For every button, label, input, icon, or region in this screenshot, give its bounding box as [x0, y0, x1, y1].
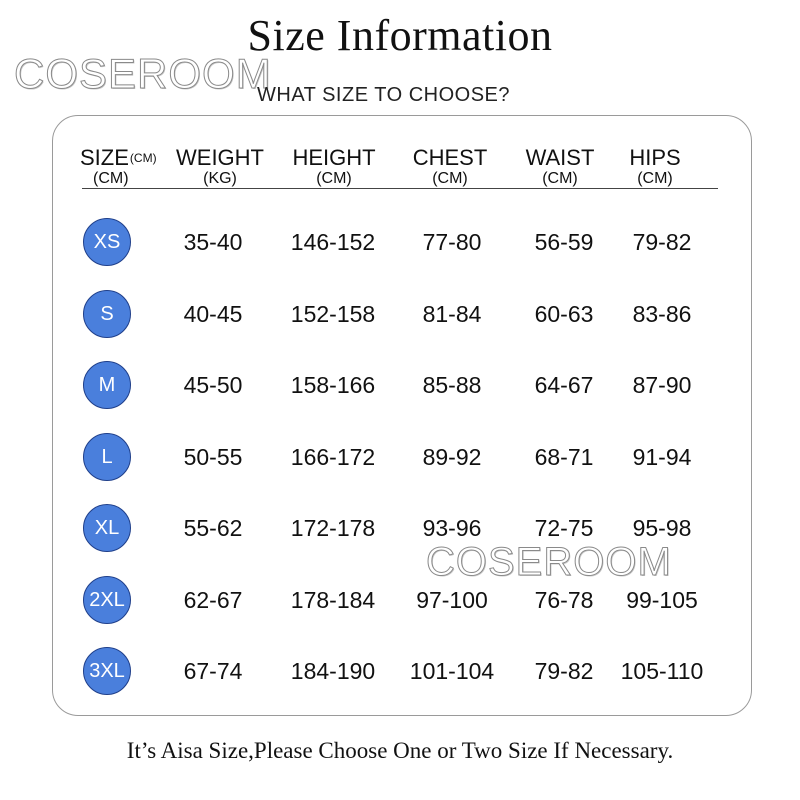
- header-weight: WEIGHT (KG): [170, 146, 270, 188]
- cell-weight: 55-62: [183, 515, 243, 541]
- cell-height: 152-158: [290, 301, 376, 327]
- cell-weight: 62-67: [183, 587, 243, 613]
- cell-height: 184-190: [290, 658, 376, 684]
- cell-chest: 93-96: [422, 515, 482, 541]
- cell-waist: 60-63: [534, 301, 594, 327]
- cell-hips: 91-94: [632, 444, 692, 470]
- cell-weight: 50-55: [183, 444, 243, 470]
- cell-chest: 97-100: [416, 587, 488, 613]
- cell-height: 146-152: [290, 229, 376, 255]
- cell-height: 158-166: [290, 372, 376, 398]
- cell-height: 172-178: [290, 515, 376, 541]
- header-hips: HIPS (CM): [605, 146, 705, 188]
- header-waist-unit: (CM): [542, 170, 578, 187]
- header-size-unit: (CM): [93, 170, 129, 187]
- cell-hips: 83-86: [632, 301, 692, 327]
- cell-chest: 81-84: [422, 301, 482, 327]
- cell-chest: 89-92: [422, 444, 482, 470]
- size-badge-s: S: [83, 290, 131, 338]
- size-badge-xl: XL: [83, 504, 131, 552]
- header-height-label: HEIGHT: [292, 145, 376, 170]
- cell-waist: 64-67: [534, 372, 594, 398]
- footer-note: It’s Aisa Size,Please Choose One or Two …: [126, 738, 674, 763]
- cell-height: 166-172: [290, 444, 376, 470]
- header-waist: WAIST (CM): [510, 146, 610, 188]
- subtitle: WHAT SIZE TO CHOOSE?: [257, 84, 511, 106]
- header-size: SIZE(CM) (CM): [80, 146, 166, 188]
- cell-waist: 68-71: [534, 444, 594, 470]
- header-waist-label: WAIST: [525, 145, 595, 170]
- header-chest: CHEST (CM): [400, 146, 500, 188]
- header-hips-unit: (CM): [637, 170, 673, 187]
- size-badge-l: L: [83, 433, 131, 481]
- header-size-sup: (CM): [129, 151, 157, 165]
- cell-weight: 35-40: [183, 229, 243, 255]
- cell-hips: 99-105: [626, 587, 698, 613]
- cell-hips: 79-82: [632, 229, 692, 255]
- cell-weight: 40-45: [183, 301, 243, 327]
- cell-chest: 101-104: [409, 658, 495, 684]
- header-height-unit: (CM): [316, 170, 352, 187]
- cell-weight: 67-74: [183, 658, 243, 684]
- cell-waist: 56-59: [534, 229, 594, 255]
- cell-chest: 85-88: [422, 372, 482, 398]
- cell-waist: 76-78: [534, 587, 594, 613]
- size-chart-panel: [52, 115, 752, 716]
- cell-waist: 72-75: [534, 515, 594, 541]
- header-chest-label: CHEST: [412, 145, 488, 170]
- cell-hips: 87-90: [632, 372, 692, 398]
- cell-waist: 79-82: [534, 658, 594, 684]
- watermark-top: COSEROOM: [14, 50, 272, 98]
- cell-hips: 95-98: [632, 515, 692, 541]
- header-divider: [82, 188, 718, 189]
- header-height: HEIGHT (CM): [284, 146, 384, 188]
- size-badge-xs: XS: [83, 218, 131, 266]
- size-badge-2xl: 2XL: [83, 576, 131, 624]
- header-hips-label: HIPS: [629, 145, 681, 170]
- cell-weight: 45-50: [183, 372, 243, 398]
- header-chest-unit: (CM): [432, 170, 468, 187]
- page-title: Size Information: [247, 11, 553, 60]
- header-weight-label: WEIGHT: [176, 145, 264, 170]
- size-badge-m: M: [83, 361, 131, 409]
- cell-hips: 105-110: [620, 658, 704, 684]
- watermark-middle: COSEROOM: [426, 540, 672, 585]
- cell-height: 178-184: [290, 587, 376, 613]
- size-badge-3xl: 3XL: [83, 647, 131, 695]
- header-size-label: SIZE: [80, 145, 129, 170]
- header-weight-unit: (KG): [203, 170, 237, 187]
- cell-chest: 77-80: [422, 229, 482, 255]
